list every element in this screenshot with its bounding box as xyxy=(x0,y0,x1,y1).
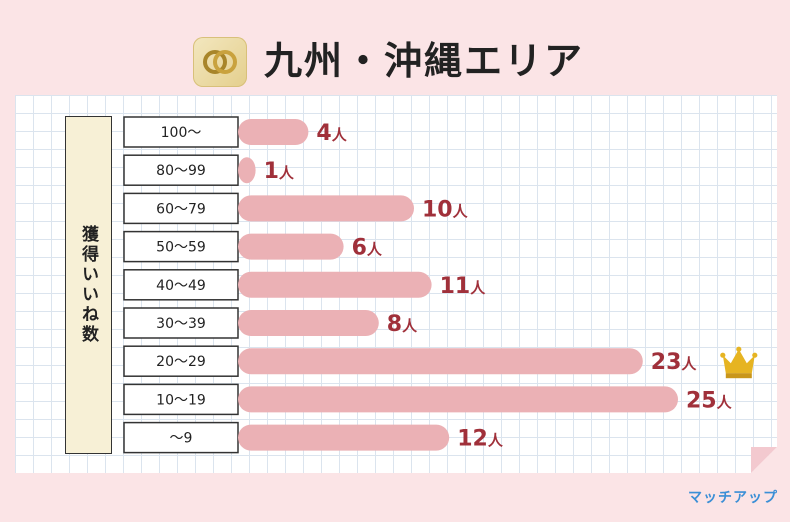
bar xyxy=(238,157,256,184)
category-label: 10〜19 xyxy=(156,392,206,408)
data-label: 25人 xyxy=(686,388,733,413)
data-label: 1人 xyxy=(264,159,295,184)
category-label: 100〜 xyxy=(161,125,202,141)
category-box xyxy=(123,230,239,263)
bar xyxy=(238,271,432,298)
data-label: 6人 xyxy=(352,236,383,261)
data-label: 12人 xyxy=(457,427,504,452)
category-label: 30〜39 xyxy=(156,316,206,332)
category-label: 40〜49 xyxy=(156,278,206,294)
category-box xyxy=(123,307,239,339)
double-ring-svg xyxy=(203,50,237,74)
category-label: 60〜79 xyxy=(156,201,206,217)
brand-logo: マッチアップ xyxy=(688,490,778,506)
data-label: 23人 xyxy=(651,350,698,375)
category-label: 〜9 xyxy=(170,431,193,447)
crown-icon xyxy=(720,346,758,379)
bar xyxy=(238,233,344,260)
data-label: 4人 xyxy=(316,121,347,146)
bar xyxy=(238,310,379,336)
category-box xyxy=(123,421,239,454)
y-axis-label: 獲得いいね数 xyxy=(78,225,98,345)
category-box xyxy=(123,345,239,377)
category-box xyxy=(123,116,239,148)
double-ring-icon xyxy=(193,37,247,87)
y-axis-label-box: 獲得いいね数 xyxy=(65,116,112,454)
bar xyxy=(238,119,309,145)
bar xyxy=(238,386,678,413)
category-label: 20〜29 xyxy=(156,354,206,370)
category-box xyxy=(123,192,239,225)
page-title: 九州・沖縄エリア xyxy=(264,39,585,83)
category-label: 80〜99 xyxy=(156,163,206,179)
bar xyxy=(238,348,643,375)
category-box xyxy=(123,269,239,301)
bar xyxy=(238,424,450,451)
category-box xyxy=(123,154,239,186)
category-label: 50〜59 xyxy=(156,240,206,256)
data-label: 8人 xyxy=(387,312,418,337)
data-label: 11人 xyxy=(440,274,487,299)
header: 九州・沖縄エリア xyxy=(0,0,790,95)
bar xyxy=(238,195,414,222)
data-label: 10人 xyxy=(422,197,469,222)
